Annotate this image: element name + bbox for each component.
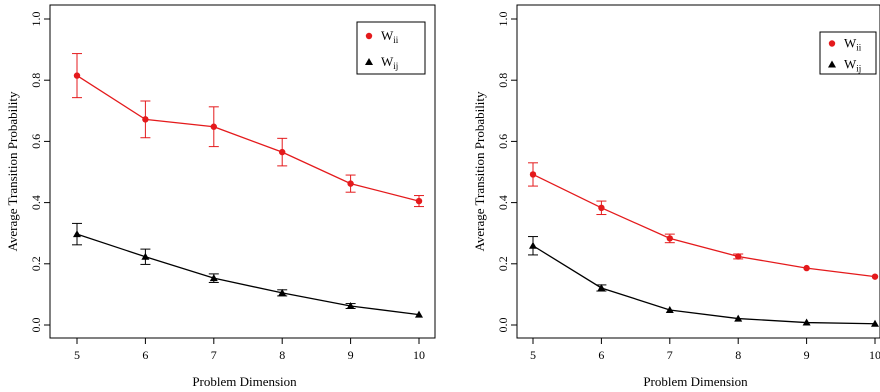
- data-point: [142, 116, 149, 123]
- legend-label: Wij: [381, 54, 398, 71]
- y-tick-label: 0.8: [496, 73, 510, 88]
- data-point: [529, 241, 537, 249]
- legend-marker: [828, 60, 836, 68]
- data-point: [735, 253, 742, 260]
- x-tick-label: 8: [735, 348, 741, 362]
- y-tick-label: 0.0: [496, 318, 510, 333]
- y-tick-label: 0.6: [29, 134, 43, 149]
- legend-entry: Wij: [828, 57, 861, 74]
- legend-entry: Wii: [828, 36, 862, 53]
- x-tick-label: 10: [413, 348, 425, 362]
- series-line: [76, 75, 420, 202]
- series-W-ij: [72, 222, 423, 318]
- x-axis-title: Problem Dimension: [192, 374, 297, 389]
- y-axis-title: Average Transition Probability: [5, 91, 20, 252]
- chart-panel-1: 5 6 7 8 9 10 0.0 0.2 0.4 0.6 0.8 1.0 Problem Dimensi…: [5, 4, 436, 389]
- legend-marker: [365, 32, 373, 40]
- x-tick-label: 8: [279, 348, 285, 362]
- y-tick-label: 0.2: [496, 256, 510, 271]
- series-W-ij: [528, 236, 879, 327]
- y-tick-label: 0.8: [29, 73, 43, 88]
- series-line: [76, 233, 420, 316]
- x-tick-label: 5: [530, 348, 536, 362]
- y-axis-title: Average Transition Probability: [472, 91, 487, 252]
- data-point: [209, 274, 218, 282]
- legend-label: Wii: [844, 36, 862, 53]
- data-point: [598, 204, 605, 212]
- x-tick-label: 7: [211, 348, 217, 362]
- data-point: [73, 72, 81, 79]
- data-point: [597, 283, 606, 291]
- y-tick-label: 0.6: [496, 134, 510, 149]
- data-point: [141, 252, 150, 260]
- data-point: [665, 306, 674, 314]
- x-tick-label: 7: [667, 348, 673, 362]
- series-W-ii: [528, 162, 879, 280]
- y-tick-label: 0.0: [29, 318, 43, 333]
- data-point: [279, 148, 286, 156]
- data-point: [278, 288, 287, 296]
- legend-marker: [365, 58, 373, 65]
- y-tick-label: 1.0: [29, 12, 43, 27]
- data-point: [347, 180, 354, 187]
- legend-marker: [828, 40, 836, 47]
- chart-panel-2: 5 6 7 8 9 10 0.0 0.2 0.4 0.6 0.8 1.0 Problem Dimensi…: [472, 4, 880, 389]
- data-point: [529, 171, 537, 178]
- data-point: [871, 273, 879, 280]
- x-tick-label: 6: [598, 348, 604, 362]
- x-axis-title: Problem Dimension: [643, 374, 748, 389]
- plot-frame: [516, 4, 880, 339]
- y-tick-label: 0.2: [29, 256, 43, 271]
- data-point: [415, 197, 423, 205]
- legend: Wii Wij: [356, 21, 426, 75]
- legend-entry: Wij: [365, 54, 398, 71]
- x-tick-label: 5: [74, 348, 80, 362]
- data-point: [871, 319, 879, 327]
- legend-box: [356, 21, 426, 75]
- data-point: [415, 310, 423, 318]
- x-tick-label: 10: [869, 348, 880, 362]
- legend-label: Wii: [381, 28, 399, 45]
- series-W-ii: [72, 53, 424, 208]
- series-line: [532, 245, 876, 325]
- legend-entry: Wii: [365, 28, 399, 45]
- y-tick-label: 0.4: [496, 195, 510, 210]
- data-point: [802, 318, 811, 326]
- data-point: [803, 264, 810, 272]
- data-point: [734, 314, 743, 322]
- x-tick-label: 9: [804, 348, 810, 362]
- y-tick-label: 1.0: [496, 12, 510, 27]
- data-point: [346, 302, 355, 310]
- series-line: [532, 173, 876, 278]
- data-point: [210, 123, 217, 130]
- plot-frame: [49, 4, 436, 339]
- data-point: [666, 235, 673, 242]
- x-tick-label: 9: [348, 348, 354, 362]
- y-tick-label: 0.4: [29, 195, 43, 210]
- x-tick-label: 6: [142, 348, 148, 362]
- data-point: [73, 230, 81, 238]
- legend-label: Wij: [844, 57, 861, 74]
- legend: Wii Wij: [819, 31, 877, 75]
